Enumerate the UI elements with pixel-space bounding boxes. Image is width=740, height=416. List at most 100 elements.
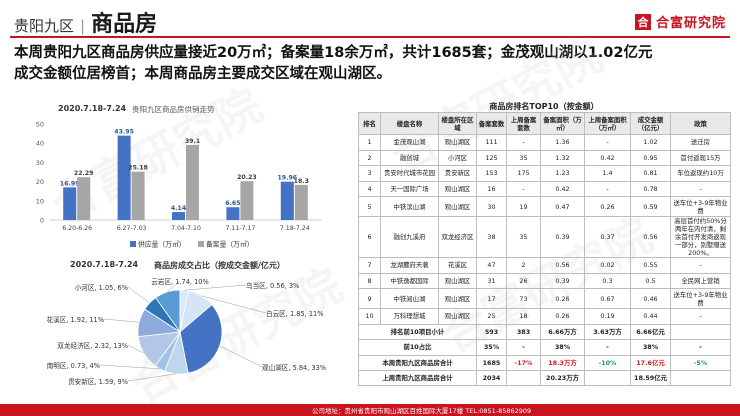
pie-slice-label: 白云区, 1.85, 11%: [266, 309, 324, 318]
summary-label: 上周贵阳九区商品房合计: [358, 369, 477, 386]
summary-cell: [670, 323, 731, 340]
bar-data-label: 39.1: [185, 138, 200, 145]
summary-cell: 18.3万方: [540, 354, 585, 371]
summary-label: 排名前10项目小计: [358, 323, 477, 340]
table-cell: 1: [358, 134, 381, 151]
summary-cell: 593: [476, 323, 507, 340]
summary-cell: 3.63万方: [584, 323, 631, 340]
table-cell: 贵安新区: [438, 165, 477, 182]
table-cell: 0.59: [630, 196, 671, 217]
summary-cell: 2034: [476, 369, 507, 386]
legend-label: 备案量（万㎡）: [206, 240, 254, 249]
pie-leader-line: [127, 286, 150, 304]
pie-slice-label: 南明区, 0.73, 4%: [47, 361, 100, 370]
table-cell: 17: [476, 288, 507, 309]
table-cell: 31: [476, 272, 507, 289]
table-cell: 30: [476, 196, 507, 217]
table-cell: 111: [476, 134, 507, 151]
table-cell: 1.02: [630, 134, 671, 151]
pie-leader-line: [219, 345, 263, 368]
summary-cell: 17.6亿元: [630, 354, 671, 371]
table-cell: 0.26: [540, 288, 585, 309]
table-cell: 观山湖区: [438, 134, 477, 151]
pie-slice-label: 双龙经济区, 2.32, 13%: [57, 341, 128, 350]
table-cell: 35: [506, 149, 541, 166]
table-header-cell: 备案套数: [476, 112, 507, 135]
table-cell: 0.3: [584, 272, 631, 289]
table-cell: 0.67: [584, 288, 631, 309]
summary-cell: -17%: [506, 354, 541, 371]
table-cell: 10: [358, 308, 381, 325]
table-header-cell: 楼盘名称: [380, 112, 439, 135]
chart2-subtitle: 商品房成交占比（按成交金额/亿元）: [154, 261, 285, 270]
table-cell: 16: [476, 180, 507, 197]
table-cell: 47: [476, 257, 507, 274]
table-cell: 0.55: [630, 257, 671, 274]
summary-label: 本周贵阳九区商品房合计: [358, 354, 477, 371]
table-cell: -: [670, 257, 731, 274]
table-cell: 中铁阅山湖: [380, 288, 439, 309]
pie-slice-label: 云岩区, 1.74, 10%: [151, 277, 209, 286]
table-cell: 全民网上营销: [670, 272, 731, 289]
table-cell: 0.56: [540, 257, 585, 274]
table-cell: 花溪区: [438, 257, 477, 274]
table-cell: 0.56: [630, 216, 671, 258]
table-cell: 0.81: [630, 165, 671, 182]
table-cell: 1.32: [540, 149, 585, 166]
bar-data-label: 19.96: [278, 175, 298, 182]
table-body: 1 金茂观山湖 观山湖区 111-1.36-1.02 送迁房 2 融创城 小河区 125 35 1.…: [358, 134, 731, 386]
table-cell: 0.19: [584, 308, 631, 325]
table-cell: 0.42: [540, 180, 585, 197]
table-cell: 0.26: [584, 196, 631, 217]
summary-cell: 383: [506, 323, 541, 340]
table-row: 8 中铁逸都国际 观山湖区 31 26 0.39 0.3 0.5 全民网上营销: [358, 272, 731, 289]
table-row: 1 金茂观山湖 观山湖区 111-1.36-1.02 送迁房: [358, 134, 731, 151]
y-tick-label: 10: [36, 197, 44, 205]
pie-slice-label: 贵安新区, 1.59, 9%: [68, 377, 128, 386]
table-cell: 2: [506, 257, 541, 274]
table-row: 2 融创城 小河区 125 35 1.32 0.42 0.95 首付返现15万: [358, 149, 731, 166]
table-cell: 0.37: [584, 216, 631, 258]
bar-data-label: 43.95: [114, 129, 134, 136]
supply-sales-bar-chart: 0 10 20 30 40 50 16.99 22.29 6.20-6.26 43.95 25.18…: [36, 121, 322, 249]
table-cell: 0.47: [540, 196, 585, 217]
headline-line-2: 成交金额位居榜首；本周商品房主要成交区域在观山湖区。: [14, 66, 391, 82]
x-tick-label: 7.04-7.10: [171, 225, 201, 232]
bar-data-label: 6.65: [225, 200, 240, 207]
table-cell: 双龙经济区: [438, 216, 477, 258]
summary-cell: -: [670, 338, 731, 356]
headline-line-1: 本周贵阳九区商品房供应量接近20万㎡；备案量18余万㎡，共计1685套；金茂观山…: [14, 45, 653, 61]
pie-slice-label: 小河区, 1.05, 6%: [75, 283, 128, 292]
bar-data-label: 22.29: [74, 170, 94, 177]
pie-leader-line: [201, 295, 267, 314]
x-tick-label: 6.27-7.03: [117, 225, 147, 232]
summary-cell: [506, 369, 541, 386]
table-cell: 融创城: [380, 149, 439, 166]
table-cell: -: [584, 180, 631, 197]
bar-supply: [280, 181, 294, 220]
y-tick-label: 0: [40, 217, 44, 225]
summary-label: 前10占比: [358, 338, 477, 356]
table-cell: 中铁逸都国际: [380, 272, 439, 289]
footer-bar: [0, 404, 740, 416]
pie-leader-line: [167, 280, 181, 293]
y-tick-label: 30: [36, 159, 44, 167]
table-cell: 19: [506, 196, 541, 217]
table-cell: 25: [476, 308, 507, 325]
table-title: 商品房排名TOP10（按金额）: [489, 102, 599, 111]
summary-cell: -: [506, 338, 541, 356]
pie-leader-line: [103, 318, 140, 323]
table-cell: 中铁滨山湖: [380, 196, 439, 217]
ranking-table: 排名 楼盘名称 楼盘所在区域 备案套数 上周备案套数 备案面积（万㎡） 上周备案面积（万㎡）…: [358, 112, 731, 386]
y-tick-label: 20: [36, 178, 44, 186]
pie-leader-line: [127, 373, 177, 382]
table-cell: 龙湖麓府天著: [380, 257, 439, 274]
table-cell: 7: [358, 257, 381, 274]
summary-cell: [584, 369, 631, 386]
table-cell: 1.36: [540, 134, 585, 151]
pie-leader-line: [184, 284, 247, 291]
table-row: 9 中铁阅山湖 观山湖区 17 73 0.26 0.67 0.46 送车位+3-9年物业费: [358, 288, 731, 309]
region-label: 贵阳九区: [14, 17, 75, 35]
page-title: 商品房: [91, 12, 158, 37]
summary-cell: [670, 369, 731, 386]
